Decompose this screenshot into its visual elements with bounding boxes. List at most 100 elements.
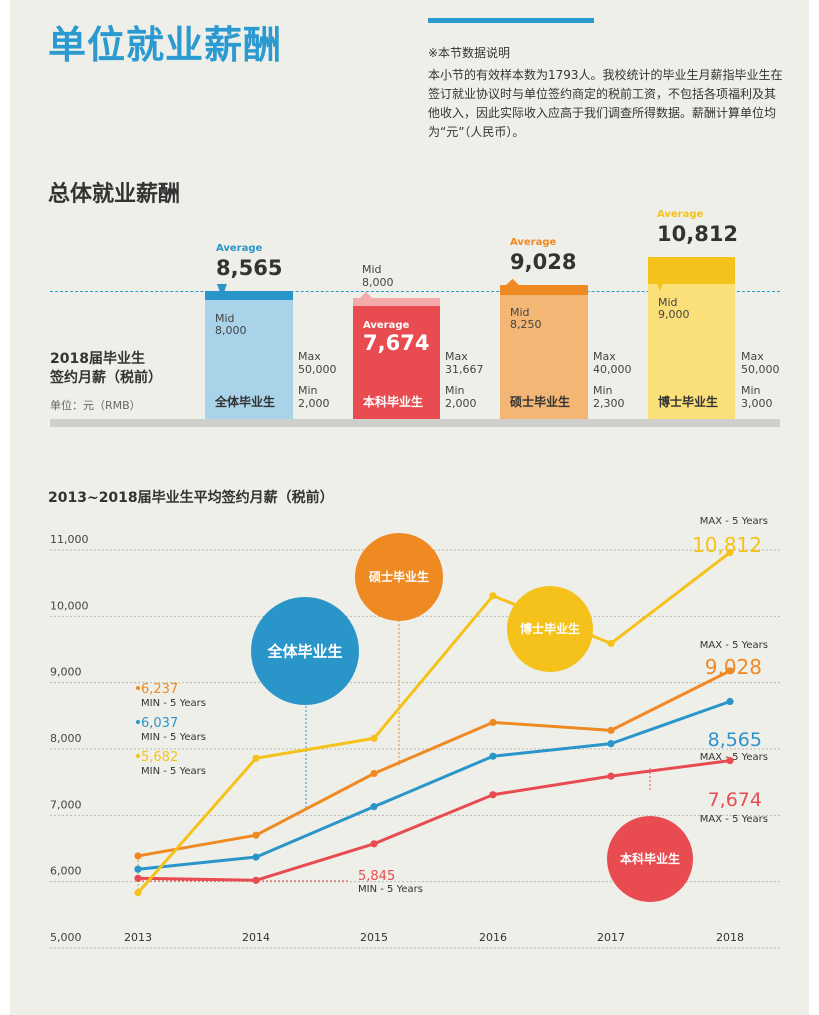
max-caption: MAX - 5 Years xyxy=(700,516,768,527)
bubble-label: 本科毕业生 xyxy=(620,851,680,866)
data-point xyxy=(370,803,378,811)
y-tick-label: 11,000 xyxy=(50,533,89,546)
data-point xyxy=(134,874,142,882)
min-caption-ms: Min xyxy=(593,384,613,397)
series-line xyxy=(137,669,731,858)
min-caption-ug: Min xyxy=(445,384,465,397)
data-point xyxy=(489,752,497,760)
min-dot xyxy=(136,720,140,724)
data-point xyxy=(252,831,260,839)
min-caption: MIN - 5 Years xyxy=(358,884,423,895)
x-tick-label: 2013 xyxy=(124,931,152,944)
bar-ug: Average 7,674 本科毕业生 xyxy=(353,298,440,420)
data-point xyxy=(252,876,260,884)
mid-caption-ug: Mid xyxy=(362,263,382,276)
avg-caption-all: Average xyxy=(216,243,263,254)
bubble-label: 全体毕业生 xyxy=(266,642,342,660)
series-bubble xyxy=(607,816,693,902)
series-line xyxy=(136,551,731,894)
data-point xyxy=(489,718,497,727)
min-value-label: 6,037 xyxy=(141,716,178,731)
data-point xyxy=(370,769,378,778)
max-value-phd: 50,000 xyxy=(741,363,780,376)
min-caption-phd: Min xyxy=(741,384,761,397)
data-point xyxy=(134,889,142,897)
marker-phd-icon xyxy=(654,275,666,291)
x-tick-label: 2018 xyxy=(716,931,744,944)
data-point xyxy=(134,852,142,860)
min-dot xyxy=(136,754,140,758)
y-tick-label: 8,000 xyxy=(50,732,82,745)
bar-all: Mid 8,000 全体毕业生 xyxy=(205,291,293,420)
y-tick-label: 5,000 xyxy=(50,931,82,944)
max-value-label: 10,812 xyxy=(692,533,762,557)
max-value-label: 7,674 xyxy=(708,789,762,811)
series-line xyxy=(137,759,731,882)
mid-caption-ms: Mid xyxy=(510,306,530,319)
max-caption: MAX - 5 Years xyxy=(700,640,768,651)
mid-value-all: 8,000 xyxy=(215,324,247,337)
series-bubble xyxy=(251,597,359,705)
data-point xyxy=(370,840,378,848)
min-caption: MIN - 5 Years xyxy=(141,732,206,743)
overall-label-line2: 签约月薪（税前） xyxy=(50,370,162,386)
bar-phd: Mid 9,000 博士毕业生 xyxy=(648,257,735,420)
data-point xyxy=(489,592,497,600)
bar-ug-top xyxy=(353,298,440,306)
data-point xyxy=(607,772,615,780)
mid-caption-phd: Mid xyxy=(658,296,678,309)
max-value-all: 50,000 xyxy=(298,363,337,376)
series-bubble xyxy=(507,586,593,672)
data-point xyxy=(252,853,260,861)
max-value-label: 9,028 xyxy=(705,655,762,679)
avg-value-all: 8,565 xyxy=(216,256,283,280)
min-dot xyxy=(136,686,140,690)
data-point xyxy=(489,791,497,799)
marker-all-icon xyxy=(217,284,227,298)
bar-label-ug: 本科毕业生 xyxy=(363,395,424,409)
x-tick-label: 2017 xyxy=(597,931,625,944)
series-line xyxy=(137,700,731,871)
avg-value-phd: 10,812 xyxy=(657,222,739,246)
overall-section-title: 总体就业薪酬 xyxy=(48,182,181,207)
mid-value-ms: 8,250 xyxy=(510,318,542,331)
max-caption: MAX - 5 Years xyxy=(700,814,768,825)
mid-value-ug: 8,000 xyxy=(362,276,394,289)
average-reference-line xyxy=(50,291,780,292)
min-caption-all: Min xyxy=(298,384,318,397)
y-tick-label: 9,000 xyxy=(50,666,82,679)
avg-caption-ms: Average xyxy=(510,237,557,248)
avg-value-ms: 9,028 xyxy=(510,250,577,274)
max-caption-ug: Max xyxy=(445,350,468,363)
min-value-ug: 2,000 xyxy=(445,397,477,410)
bar-label-phd: 博士毕业生 xyxy=(658,395,719,409)
bar-label-ms: 硕士毕业生 xyxy=(510,395,571,409)
avg-caption-phd: Average xyxy=(657,209,704,220)
x-tick-label: 2016 xyxy=(479,931,507,944)
min-value-label: 5,682 xyxy=(141,750,178,765)
min-value-phd: 3,000 xyxy=(741,397,773,410)
bar-label-all: 全体毕业生 xyxy=(215,395,276,409)
x-tick-label: 2014 xyxy=(242,931,270,944)
y-tick-label: 7,000 xyxy=(50,798,82,811)
series-bubble xyxy=(355,533,443,621)
max-caption-all: Max xyxy=(298,350,321,363)
data-point xyxy=(607,740,615,748)
note-title: ※本节数据说明 xyxy=(428,46,511,60)
max-caption-ms: Max xyxy=(593,350,616,363)
avg-caption-ug: Average xyxy=(363,320,410,331)
max-caption-phd: Max xyxy=(741,350,764,363)
bars-baseline xyxy=(50,419,780,427)
data-point xyxy=(607,726,615,734)
max-value-ug: 31,667 xyxy=(445,363,484,376)
data-point xyxy=(726,757,734,765)
max-value-ms: 40,000 xyxy=(593,363,632,376)
data-point xyxy=(726,667,734,675)
min-value-label: 5,845 xyxy=(358,869,395,884)
bar-ms-top xyxy=(500,285,588,295)
max-caption: MAX - 5 Years xyxy=(700,752,768,763)
data-point xyxy=(370,734,378,742)
data-point xyxy=(607,639,615,648)
note-body: 本小节的有效样本数为1793人。我校统计的毕业生月薪指毕业生在签订就业协议时与单… xyxy=(428,68,783,139)
x-tick-label: 2015 xyxy=(360,931,388,944)
